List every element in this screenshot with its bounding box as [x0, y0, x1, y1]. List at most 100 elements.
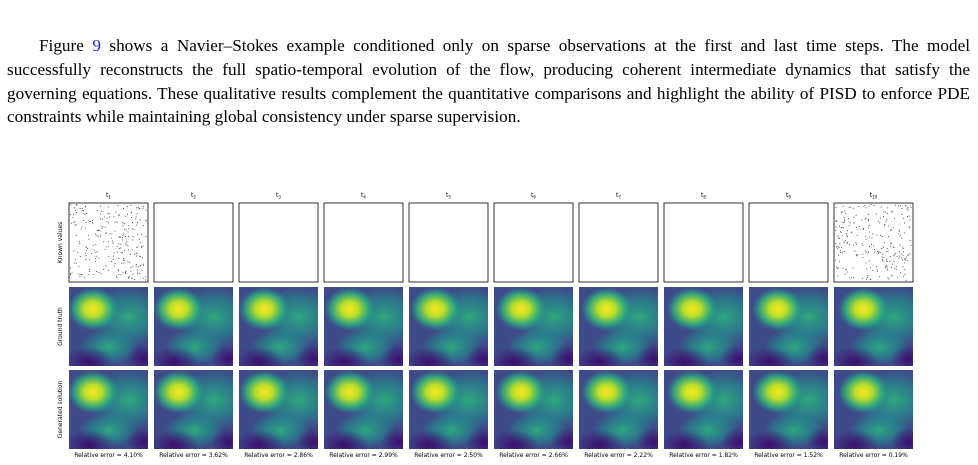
observation-dot: [856, 243, 857, 245]
observation-dot: [869, 231, 871, 233]
blob: [806, 345, 828, 366]
observation-dot: [137, 206, 139, 208]
observation-dot: [868, 236, 870, 238]
observation-dot: [836, 266, 837, 268]
observation-dot: [903, 275, 905, 277]
blob: [721, 345, 743, 366]
heatmap-body: [834, 370, 913, 449]
panel: [493, 202, 574, 283]
observation-dot: [861, 243, 863, 245]
observation-dot: [124, 249, 125, 251]
observation-dot: [886, 248, 888, 249]
observation-dot: [113, 258, 115, 260]
heatmap: [664, 370, 743, 449]
blob: [381, 345, 403, 366]
observation-dot: [97, 236, 99, 238]
blob: [466, 428, 488, 449]
blob: [409, 347, 454, 366]
observation-dot: [867, 275, 869, 277]
observation-dot: [107, 241, 109, 243]
observation-dot: [858, 206, 860, 208]
observation-dot: [898, 230, 900, 232]
blob: [494, 347, 539, 366]
column-label: t2: [191, 192, 196, 200]
observation-dot: [118, 270, 119, 272]
observation-dot: [902, 266, 904, 268]
observation-dot: [835, 230, 837, 232]
blob: [381, 428, 403, 449]
panel: [663, 202, 744, 283]
figure-ref[interactable]: 9: [92, 36, 101, 55]
observation-dot: [85, 206, 86, 208]
observation-dot: [891, 275, 893, 277]
observation-dot: [134, 254, 136, 255]
observation-dot: [137, 269, 139, 271]
blob: [324, 347, 369, 366]
observation-dot: [869, 245, 870, 247]
observation-dot: [106, 232, 108, 234]
heatmap: [154, 287, 233, 366]
observation-dot: [841, 246, 843, 248]
observation-dot: [107, 206, 109, 208]
observation-dot: [75, 223, 77, 225]
observation-dot: [863, 206, 865, 208]
observation-dot: [145, 219, 147, 221]
heatmap-body: [154, 370, 233, 449]
observation-dot: [95, 244, 97, 246]
observation-dot: [139, 264, 141, 266]
observation-dot: [873, 245, 875, 247]
observation-dot: [117, 251, 119, 253]
observation-dot: [883, 242, 885, 244]
observation-dot: [891, 210, 893, 212]
blob: [837, 370, 890, 414]
observation-dot: [77, 251, 79, 253]
observation-dot: [72, 217, 74, 219]
observation-dot: [851, 231, 853, 233]
observation-dot: [125, 244, 127, 246]
heatmap: [324, 370, 403, 449]
observation-dot: [81, 208, 83, 209]
observation-dot: [142, 205, 144, 207]
observation-dot: [901, 214, 903, 215]
observation-dot: [865, 235, 867, 237]
observation-dot: [882, 247, 884, 249]
observation-dot: [883, 225, 885, 227]
observation-dot: [910, 245, 912, 247]
observation-dot: [890, 229, 892, 231]
observation-dot: [81, 274, 83, 276]
heatmap-body: [664, 287, 743, 366]
observation-dot: [143, 264, 145, 266]
observation-dot: [114, 221, 116, 223]
observation-dot: [838, 254, 839, 256]
observation-dot: [909, 253, 911, 255]
observation-dot: [847, 271, 849, 273]
observation-dot: [893, 260, 895, 262]
observation-dot: [85, 212, 87, 214]
observation-dot: [82, 209, 84, 211]
observation-dot: [133, 229, 135, 231]
observation-dot: [842, 227, 844, 229]
blob: [580, 287, 633, 331]
observation-dot: [84, 277, 86, 279]
observation-dot: [75, 204, 77, 206]
observation-dot: [905, 279, 907, 281]
panel: [408, 202, 489, 283]
observation-dot: [136, 252, 138, 254]
observation-dot: [909, 227, 911, 229]
observation-dot: [853, 244, 855, 246]
observation-dot: [873, 204, 875, 206]
observation-dot: [881, 258, 883, 260]
observation-dot: [843, 222, 845, 224]
heatmap: [239, 370, 318, 449]
observation-dot: [80, 228, 82, 230]
observation-dot: [120, 247, 122, 249]
heatmap-body: [409, 287, 488, 366]
observation-dot: [141, 247, 143, 249]
observation-dot: [98, 271, 100, 273]
observation-dot: [107, 246, 109, 248]
observation-dot: [864, 204, 866, 206]
observation-dot: [843, 217, 845, 218]
column-label: t5: [446, 192, 451, 200]
observation-dot: [131, 217, 132, 218]
observation-dot: [896, 269, 898, 271]
